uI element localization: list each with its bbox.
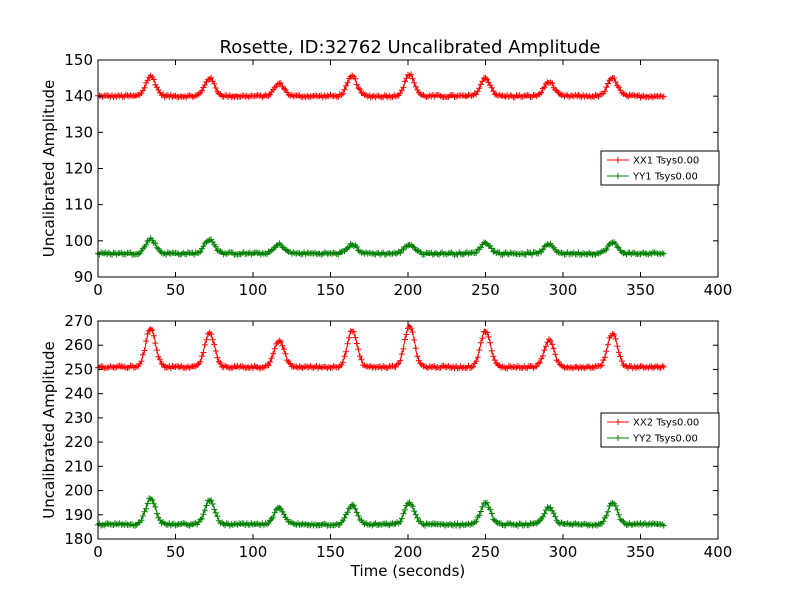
- y-tick-label: 220: [64, 433, 93, 451]
- x-tick-label: 50: [166, 543, 185, 561]
- x-tick-label: 300: [549, 281, 578, 299]
- x-tick-label: 150: [316, 543, 345, 561]
- y-tick-label: 110: [64, 196, 93, 214]
- series-yy-1: [95, 235, 667, 258]
- y-tick-label: 120: [64, 160, 93, 178]
- series-xx-1: [95, 71, 667, 101]
- x-tick-label: 0: [93, 543, 103, 561]
- x-axis-label: Time (seconds): [350, 562, 466, 580]
- legend: XX2 Tsys0.00 YY2 Tsys0.00: [600, 412, 720, 448]
- x-tick-label: 0: [93, 281, 103, 299]
- legend-marker: [615, 419, 621, 425]
- top-chart-panel: 0 50 100 150 200 250 300 350 400 90 100 110 120 130 14…: [40, 51, 732, 299]
- legend-marker: [615, 435, 621, 441]
- legend-box: [600, 150, 720, 186]
- legend-label: XX2 Tsys0.00: [633, 418, 699, 429]
- x-tick-label: 250: [471, 543, 500, 561]
- y-tick-label: 150: [64, 51, 93, 69]
- x-tick-label: 400: [704, 281, 733, 299]
- bottom-chart-panel: 0 50 100 150 200 250 300 350 400 180 190 200 210 220 2…: [40, 312, 732, 580]
- y-axis-label: Uncalibrated Amplitude: [40, 80, 58, 257]
- legend-entry: XX1 Tsys0.00: [607, 156, 699, 167]
- series-markers: [95, 235, 667, 258]
- x-tick-label: 250: [471, 281, 500, 299]
- x-tick-label: 150: [316, 281, 345, 299]
- series-xx-2: [95, 323, 667, 372]
- y-axis-label: Uncalibrated Amplitude: [40, 341, 58, 518]
- series-markers: [95, 323, 667, 372]
- y-tick-label: 230: [64, 409, 93, 427]
- y-tick-label: 90: [74, 268, 93, 286]
- x-tick-label: 350: [626, 281, 655, 299]
- chart-title: Rosette, ID:32762 Uncalibrated Amplitude: [220, 37, 601, 58]
- legend-label: YY2 Tsys0.00: [632, 434, 698, 445]
- legend-label: YY1 Tsys0.00: [632, 172, 698, 183]
- y-tick-label: 190: [64, 506, 93, 524]
- series-yy-2: [95, 495, 667, 529]
- legend-marker: [615, 173, 621, 179]
- y-tick-label: 200: [64, 482, 93, 500]
- x-tick-label: 200: [394, 543, 423, 561]
- legend: XX1 Tsys0.00 YY1 Tsys0.00: [600, 150, 720, 186]
- legend-label: XX1 Tsys0.00: [633, 156, 699, 167]
- legend-entry: XX2 Tsys0.00: [607, 418, 699, 429]
- y-tick-label: 100: [64, 232, 93, 250]
- y-tick-label: 270: [64, 312, 93, 330]
- y-tick-label: 210: [64, 457, 93, 475]
- x-tick-label: 350: [626, 543, 655, 561]
- x-tick-label: 100: [239, 543, 268, 561]
- series-markers: [95, 495, 667, 529]
- y-tick-label: 130: [64, 123, 93, 141]
- y-tick-label: 240: [64, 385, 93, 403]
- series-line: [97, 323, 665, 370]
- legend-box: [600, 412, 720, 448]
- y-tick-label: 180: [64, 530, 93, 548]
- y-tick-label: 140: [64, 87, 93, 105]
- y-tick-label: 260: [64, 336, 93, 354]
- x-tick-label: 200: [394, 281, 423, 299]
- x-tick-label: 50: [166, 281, 185, 299]
- y-tick-label: 250: [64, 360, 93, 378]
- legend-entry: YY2 Tsys0.00: [607, 434, 698, 445]
- legend-entry: YY1 Tsys0.00: [607, 172, 698, 183]
- x-tick-label: 100: [239, 281, 268, 299]
- x-tick-label: 300: [549, 543, 578, 561]
- x-tick-label: 400: [704, 543, 733, 561]
- series-markers: [95, 71, 667, 101]
- legend-marker: [615, 157, 621, 163]
